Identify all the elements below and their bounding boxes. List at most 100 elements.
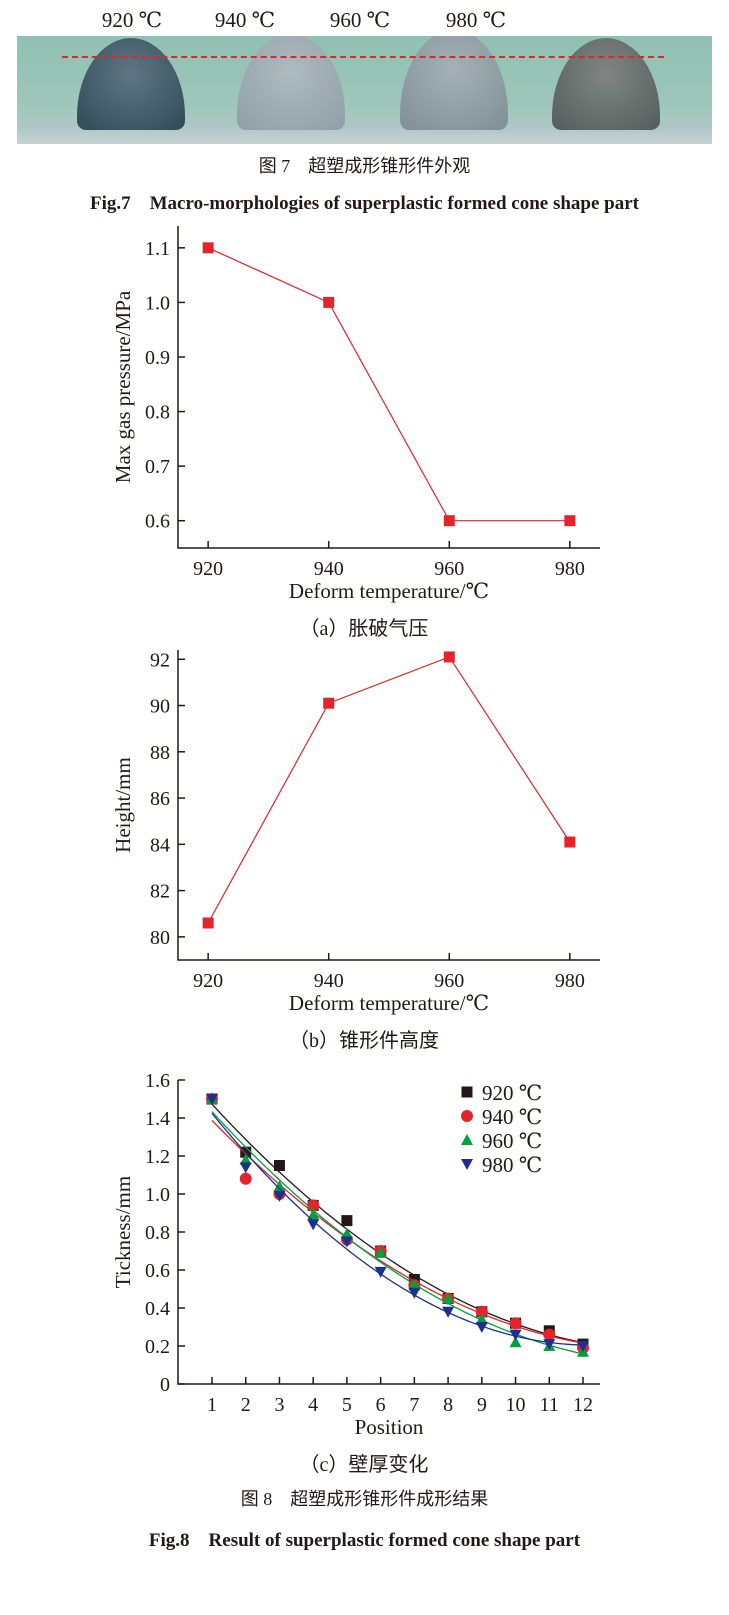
axes <box>177 650 600 961</box>
data-point <box>323 697 335 709</box>
x-tick-label: 4 <box>308 1394 318 1416</box>
legend-marker <box>461 1086 473 1098</box>
x-tick-label: 960 <box>434 970 464 992</box>
x-axis-label: Deform temperature/℃ <box>289 991 489 1015</box>
data-point <box>374 1266 387 1278</box>
x-tick-label: 940 <box>314 970 344 992</box>
legend-label: 980 ℃ <box>482 1153 542 1177</box>
x-tick-label: 10 <box>506 1394 526 1416</box>
fig7-caption-en: Fig.7 Macro-morphologies of superplastic… <box>89 193 639 214</box>
temp-label-960: 960 ℃ <box>329 8 391 32</box>
legend-marker <box>461 1110 473 1122</box>
fit-line <box>211 1120 584 1344</box>
y-tick-label: 0.4 <box>145 1298 170 1320</box>
x-tick-label: 12 <box>573 1394 593 1416</box>
data-point <box>442 1306 455 1318</box>
data-point <box>443 515 455 527</box>
temp-label-980: 980 ℃ <box>445 8 507 32</box>
y-tick-label: 0.7 <box>145 456 170 478</box>
data-point <box>273 1190 286 1202</box>
data-point <box>577 1341 589 1352</box>
y-axis-label: Max gas pressure/MPa <box>111 290 135 483</box>
y-tick-label: 1.4 <box>145 1108 170 1130</box>
data-point <box>374 1246 387 1258</box>
y-tick-label: 1.0 <box>145 292 170 314</box>
x-tick-label: 980 <box>555 970 585 992</box>
y-tick-label: 0.6 <box>145 1260 170 1282</box>
x-tick-label: 6 <box>376 1394 386 1416</box>
data-point <box>202 917 214 929</box>
data-point <box>323 296 335 308</box>
legend-label: 940 ℃ <box>482 1105 542 1129</box>
data-point <box>509 1317 522 1330</box>
y-tick-label: 0.2 <box>145 1336 170 1358</box>
y-tick-label: 0 <box>160 1374 170 1396</box>
subcaption: （a）胀破气压 <box>300 617 429 640</box>
height-reference-line <box>62 56 664 58</box>
data-point <box>202 242 214 254</box>
fig7-caption-cn: 图 7 超塑成形锥形件外观 <box>258 156 471 176</box>
fit-line <box>211 1112 584 1346</box>
y-axis-label: Height/mm <box>111 757 135 853</box>
temp-label-940: 940 ℃ <box>214 8 276 32</box>
x-tick-label: 5 <box>342 1394 352 1416</box>
y-tick-label: 0.6 <box>145 511 170 533</box>
series-line <box>207 656 571 924</box>
y-tick-label: 0.9 <box>145 347 170 369</box>
y-tick-label: 80 <box>150 927 170 949</box>
data-point <box>307 1219 320 1231</box>
x-axis-label: Position <box>355 1415 424 1439</box>
x-tick-label: 11 <box>540 1394 559 1416</box>
data-point <box>543 1328 556 1341</box>
y-tick-label: 1.0 <box>145 1184 170 1206</box>
cone-parts-photo <box>17 36 712 144</box>
data-point <box>509 1336 522 1348</box>
data-point <box>408 1287 421 1299</box>
data-point <box>475 1322 488 1333</box>
data-point <box>408 1279 421 1291</box>
legend-label: 920 ℃ <box>482 1081 542 1105</box>
y-tick-label: 86 <box>150 788 170 810</box>
data-point <box>543 1339 556 1351</box>
fit-line <box>211 1103 584 1344</box>
x-tick-label: 3 <box>274 1394 284 1416</box>
data-point <box>340 1236 353 1248</box>
fig8-caption-en: Fig.8 Result of superplastic formed cone… <box>148 1530 581 1551</box>
fit-line <box>211 1111 584 1355</box>
data-point <box>307 1199 320 1212</box>
series-line <box>207 247 570 522</box>
x-tick-label: 980 <box>555 558 585 580</box>
y-tick-label: 1.1 <box>145 238 170 260</box>
x-tick-label: 960 <box>434 558 464 580</box>
temp-label-920: 920 ℃ <box>101 8 163 32</box>
data-point <box>475 1313 488 1325</box>
data-point <box>206 1094 218 1105</box>
y-tick-label: 92 <box>150 649 170 671</box>
x-tick-label: 1 <box>207 1394 217 1416</box>
data-point <box>273 1180 286 1192</box>
data-point <box>340 1227 353 1239</box>
data-point <box>307 1208 320 1220</box>
x-tick-label: 920 <box>193 970 223 992</box>
fig8-caption-cn: 图 8 超塑成形锥形件成形结果 <box>240 1489 489 1509</box>
x-tick-label: 940 <box>314 558 344 580</box>
legend-label: 960 ℃ <box>482 1129 542 1153</box>
y-tick-label: 88 <box>150 742 170 764</box>
x-axis-label: Deform temperature/℃ <box>289 579 489 603</box>
data-point <box>239 1153 252 1165</box>
x-tick-label: 9 <box>477 1394 487 1416</box>
data-point <box>564 515 576 527</box>
data-point <box>442 1292 455 1304</box>
data-point <box>564 836 576 848</box>
data-point <box>273 1160 285 1171</box>
y-tick-label: 1.2 <box>145 1146 170 1168</box>
data-point <box>475 1305 488 1318</box>
x-tick-label: 2 <box>241 1394 251 1416</box>
data-point <box>509 1329 522 1341</box>
y-tick-label: 0.8 <box>145 1222 170 1244</box>
x-tick-label: 7 <box>409 1394 419 1416</box>
y-axis-label: Tickness/mm <box>111 1176 135 1288</box>
y-tick-label: 82 <box>150 881 170 903</box>
x-tick-label: 8 <box>443 1394 453 1416</box>
y-tick-label: 90 <box>150 696 170 718</box>
